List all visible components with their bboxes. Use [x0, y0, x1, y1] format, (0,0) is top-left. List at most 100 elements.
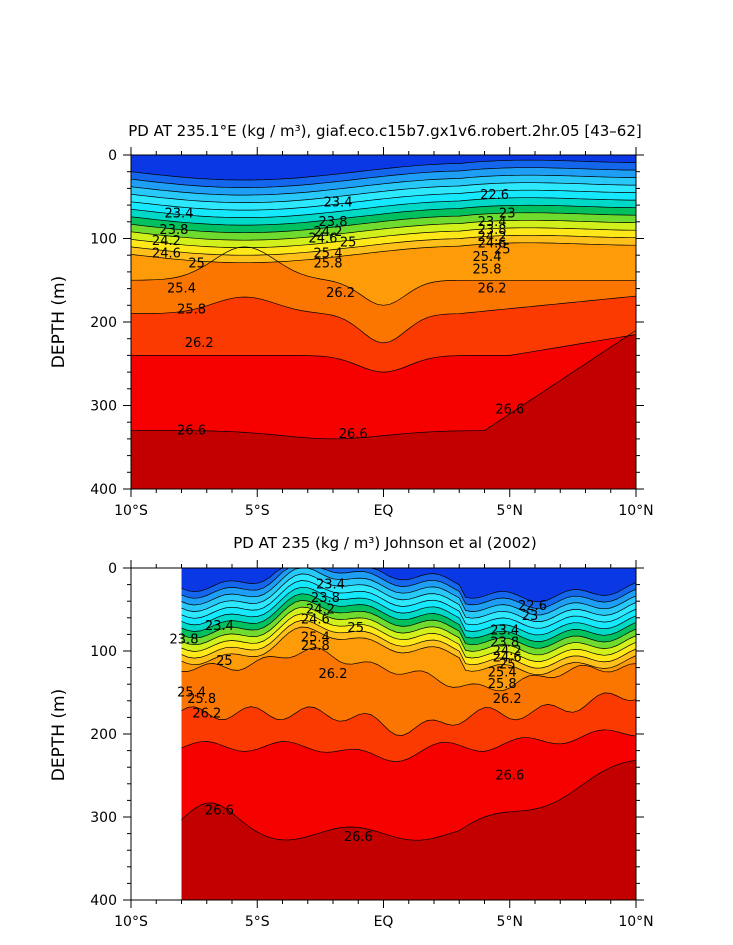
y-tick-label: 400 — [90, 893, 117, 909]
contour-label: 23 — [522, 609, 539, 624]
chart-title: PD AT 235.1°E (kg / m³), giaf.eco.c15b7.… — [128, 122, 641, 140]
contour-label: 24.2 — [306, 603, 335, 618]
contour-line — [181, 620, 636, 669]
contour-label: 23.4 — [490, 623, 519, 638]
contour-label: 25.8 — [473, 262, 502, 277]
contour-lines — [181, 568, 636, 900]
y-axis-label: DEPTH (m) — [49, 689, 69, 781]
contour-label: 23.4 — [205, 619, 234, 634]
y-tick-label: 400 — [90, 482, 117, 498]
axis-ticks: 10°S 5°S EQ 5°N 10°N 0 100 200 300 400 — [90, 560, 654, 930]
contour-line — [131, 189, 636, 211]
contour-band — [131, 155, 636, 180]
contour-label: 25 — [340, 236, 357, 251]
contour-line — [131, 246, 636, 306]
contour-line — [181, 692, 636, 736]
contour-label: 26.2 — [192, 706, 221, 721]
contour-line — [181, 626, 636, 676]
contour-line — [131, 242, 636, 264]
contour-label: 26.2 — [493, 692, 522, 707]
x-tick-label: 5°N — [497, 503, 523, 519]
contour-label: 24.6 — [301, 613, 330, 628]
contour-label: 26.2 — [326, 286, 355, 301]
contour-line — [181, 600, 636, 649]
y-tick-label: 200 — [90, 315, 117, 331]
contour-label: 26.2 — [185, 336, 214, 351]
contour-line — [131, 212, 636, 234]
x-tick-label: 10°N — [618, 503, 653, 519]
contour-label: 26.2 — [478, 282, 507, 297]
contour-label: 25.8 — [301, 639, 330, 654]
y-tick-label: 300 — [90, 399, 117, 415]
contour-fill — [181, 568, 636, 900]
contour-label: 22.6 — [518, 599, 547, 614]
contour-label: 24.6 — [493, 651, 522, 666]
contour-label: 26.6 — [495, 769, 524, 784]
contour-label: 23.4 — [478, 215, 507, 230]
contour-label: 26.6 — [205, 803, 234, 818]
contour-line — [131, 182, 636, 203]
contour-line — [131, 295, 636, 344]
contour-line — [181, 606, 636, 656]
contour-label: 25.4 — [301, 631, 330, 646]
x-tick-label: 10°S — [114, 914, 148, 930]
contour-label: 23 — [499, 206, 516, 221]
contour-label: 23.8 — [478, 223, 507, 238]
contour-label: 24.6 — [308, 232, 337, 247]
contour-line — [131, 330, 636, 440]
panel-top: PD AT 235.1°E (kg / m³), giaf.eco.c15b7.… — [49, 122, 654, 519]
y-axis-label: DEPTH (m) — [49, 276, 69, 368]
contour-label: 24.6 — [478, 237, 507, 252]
contour-label: 24.6 — [152, 247, 181, 262]
contour-line — [131, 227, 636, 249]
contour-line — [131, 174, 636, 196]
contour-label: 24.2 — [493, 644, 522, 659]
contour-line — [181, 586, 636, 636]
contour-line — [181, 593, 636, 642]
axis-ticks: 10°S 5°S EQ 5°N 10°N 0 100 200 300 400 — [90, 147, 654, 519]
contour-label: 23.8 — [159, 223, 188, 238]
contour-label: 25.8 — [488, 677, 517, 692]
contour-label: 26.6 — [339, 427, 368, 442]
contour-label: 23.8 — [311, 591, 340, 606]
contour-label: 26.6 — [177, 424, 206, 439]
contour-line — [181, 568, 636, 609]
contour-fill — [131, 155, 636, 489]
contour-line — [181, 647, 636, 692]
panel-bottom: PD AT 235 (kg / m³) Johnson et al (2002)… — [49, 534, 654, 930]
x-tick-label: 5°N — [497, 914, 523, 930]
contour-label: 25.4 — [167, 282, 196, 297]
contour-label: 23.8 — [319, 215, 348, 230]
x-tick-label: EQ — [374, 503, 394, 519]
contour-label: 23.4 — [165, 206, 194, 221]
contour-line — [131, 234, 636, 256]
contour-label: 25.8 — [177, 303, 206, 318]
x-tick-label: 10°S — [114, 503, 148, 519]
y-tick-label: 100 — [90, 232, 117, 248]
contour-label: 26.2 — [319, 667, 348, 682]
y-tick-label: 200 — [90, 727, 117, 743]
contour-label: 24.2 — [314, 225, 343, 240]
contour-line — [181, 568, 636, 603]
contour-line — [131, 204, 636, 226]
contour-label: 25 — [188, 257, 205, 272]
contour-label: 25 — [499, 657, 516, 672]
contour-label: 25 — [494, 242, 511, 257]
x-tick-label: 10°N — [618, 914, 653, 930]
y-tick-label: 100 — [90, 644, 117, 660]
contour-line — [131, 197, 636, 218]
contour-line — [181, 568, 636, 616]
contour-line — [181, 729, 636, 762]
contour-label: 26.6 — [495, 403, 524, 418]
contour-label: 25.8 — [187, 692, 216, 707]
y-tick-label: 0 — [108, 561, 117, 577]
contour-labels: 23.423.824.224.62525.425.826.226.623.423… — [152, 188, 524, 442]
contour-line — [131, 167, 636, 188]
contour-labels: 23.423.82525.425.826.226.623.423.824.224… — [170, 578, 547, 845]
contour-label: 25 — [347, 621, 364, 636]
contour-label: 25 — [216, 654, 233, 669]
contour-line — [131, 159, 636, 181]
contour-label: 23.4 — [316, 578, 345, 593]
contour-label: 25.4 — [177, 686, 206, 701]
